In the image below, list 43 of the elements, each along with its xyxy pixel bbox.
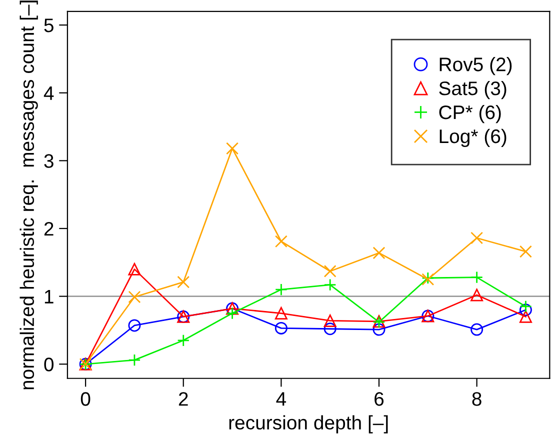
point (274, 322, 288, 334)
legend-label: Log* (6) (440, 128, 506, 148)
point (274, 283, 288, 296)
y-axis-title: normalized heuristic req. messages count [–] (20, 0, 38, 390)
point (519, 310, 532, 323)
x-tick-label: 4 (276, 392, 286, 406)
point (324, 322, 336, 336)
point (372, 246, 386, 260)
point (470, 288, 484, 302)
legend-label: Rov5 (2) (440, 57, 512, 76)
point (177, 334, 190, 347)
y-tick-label: 3 (44, 154, 54, 168)
legend-label: Sat5 (3) (439, 80, 506, 100)
point (274, 235, 288, 248)
y-tick-label: 0 (44, 358, 54, 372)
point (470, 323, 484, 336)
point (128, 319, 141, 332)
y-tick-label: 5 (44, 18, 54, 32)
x-axis-title: recursion depth [–] (229, 415, 388, 434)
y-tick-label: 4 (44, 86, 54, 100)
point (128, 290, 141, 304)
point (324, 314, 336, 327)
point (226, 142, 239, 155)
point (372, 323, 386, 336)
point (324, 264, 336, 278)
point (324, 278, 336, 292)
legend-label: CP* (6) (439, 104, 501, 124)
x-tick-label: 8 (472, 392, 482, 406)
point (470, 232, 484, 244)
point (470, 271, 484, 284)
point (128, 262, 141, 276)
x-tick-label: 6 (374, 392, 384, 406)
x-tick-label: 2 (178, 392, 188, 406)
point (226, 307, 239, 320)
point (177, 276, 190, 288)
point (519, 245, 532, 258)
y-tick-label: 2 (44, 222, 54, 236)
point (128, 354, 141, 366)
x-tick-label: 0 (80, 392, 90, 406)
point (274, 307, 288, 320)
point (519, 304, 532, 316)
y-tick-label: 1 (44, 290, 54, 304)
point (519, 300, 532, 313)
